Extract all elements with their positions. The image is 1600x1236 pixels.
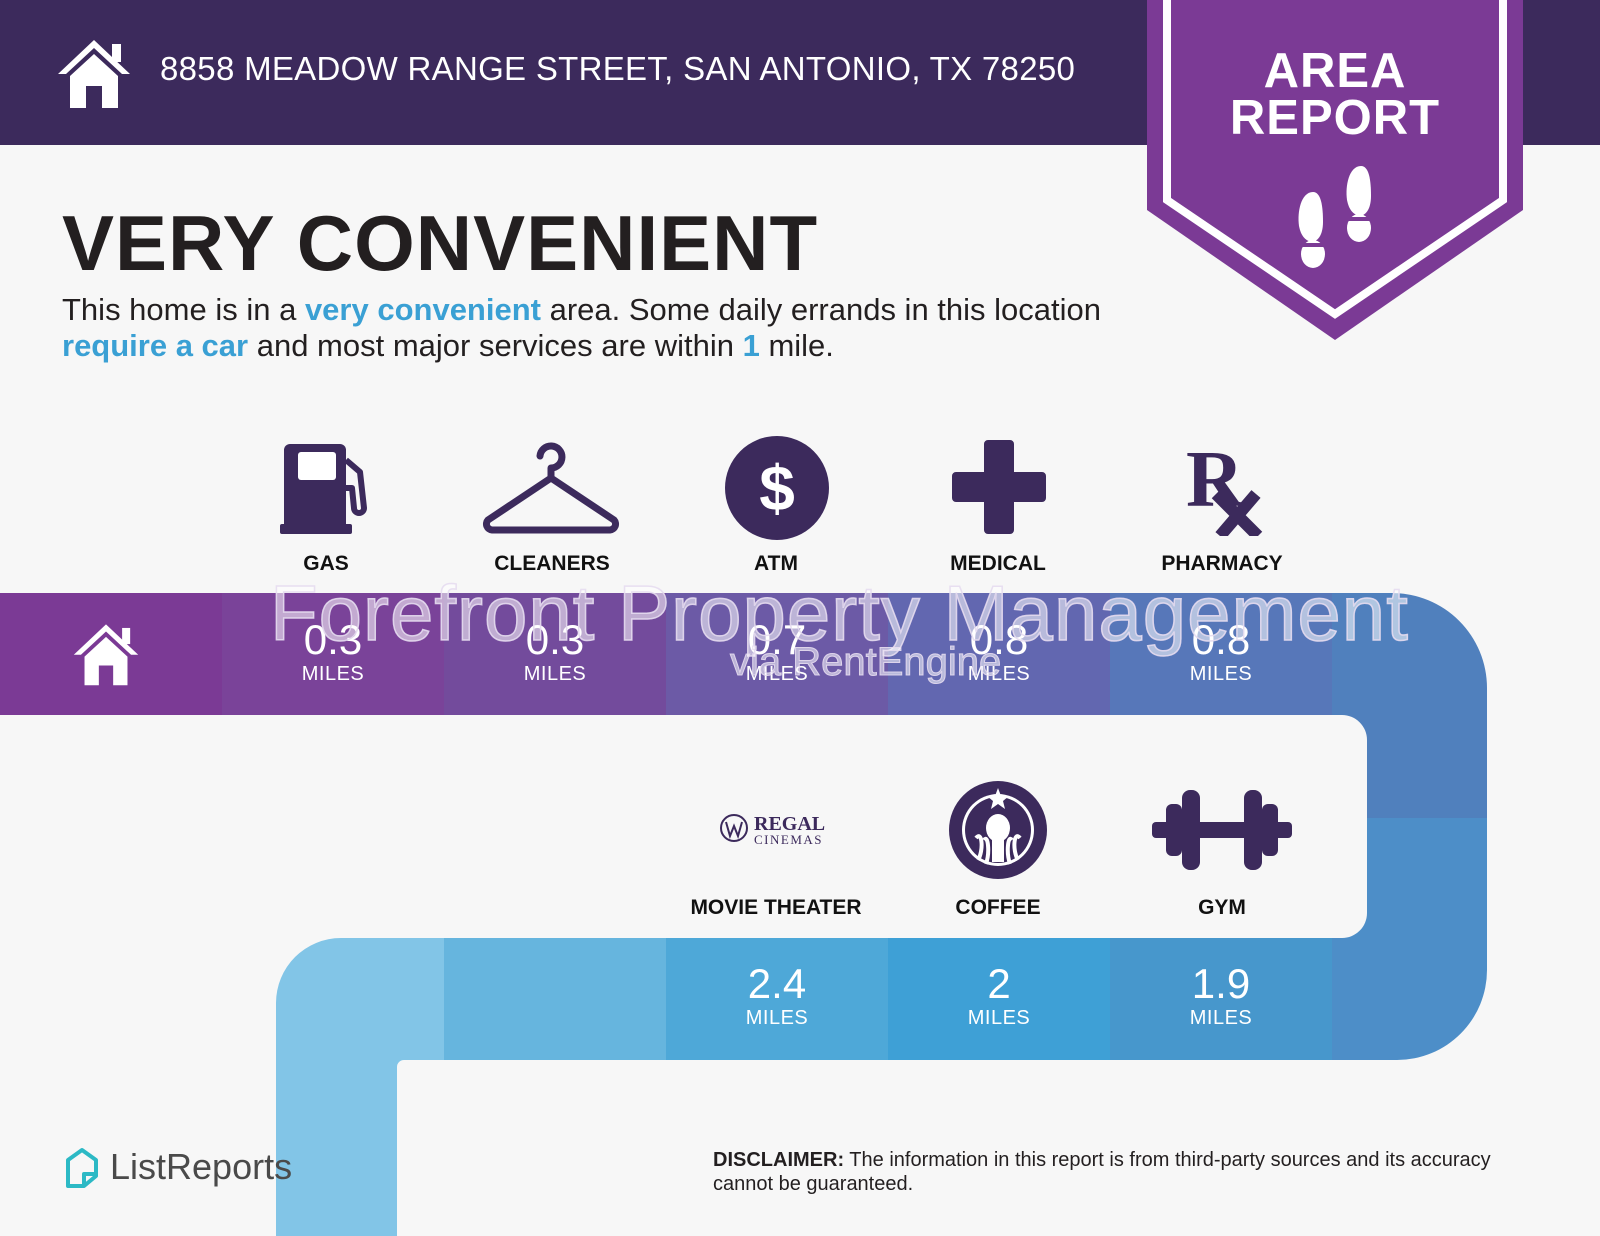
cinemas-logo-text: CINEMAS: [754, 832, 823, 847]
disclaimer: DISCLAIMER: The information in this repo…: [713, 1148, 1553, 1196]
dollar-icon: $: [725, 436, 829, 540]
cleaners-distance-unit: MILES: [523, 663, 587, 685]
dumbbell-icon: [1152, 790, 1292, 870]
movie-theater-distance-value: 2.4: [747, 960, 807, 1007]
medical-distance-unit: MILES: [967, 663, 1031, 685]
gas-distance-unit: MILES: [301, 663, 365, 685]
atm-label: ATM: [754, 552, 798, 575]
medical-distance: 0.8 MILES: [888, 618, 1110, 686]
gym-distance-value: 1.9: [1191, 960, 1251, 1007]
watermark-line-2: via RentEngine: [729, 640, 1002, 685]
desc-text-4: mile.: [759, 328, 834, 363]
disclaimer-label: DISCLAIMER:: [713, 1149, 845, 1171]
svg-text:$: $: [759, 452, 795, 524]
desc-highlight-3: 1: [742, 328, 760, 363]
gas-pump-icon: [280, 444, 367, 534]
movie-theater-distance: 2.4 MILES: [666, 962, 888, 1030]
medical-label: MEDICAL: [950, 552, 1046, 575]
desc-highlight-2: require a car: [62, 328, 249, 363]
coffee-distance: 2 MILES: [888, 962, 1110, 1030]
gym-distance: 1.9 MILES: [1110, 962, 1332, 1030]
gas-label: GAS: [303, 552, 349, 575]
gas-distance-value: 0.3: [303, 616, 363, 663]
area-report-banner: [1147, 0, 1523, 340]
desc-highlight-1: very convenient: [304, 292, 541, 327]
atm-distance: 0.7 MILES: [666, 618, 888, 686]
atm-distance-unit: MILES: [745, 663, 809, 685]
coffee-label: COFFEE: [955, 896, 1041, 919]
atm-distance-value: 0.7: [747, 616, 807, 663]
movie-theater-label: MOVIE THEATER: [690, 896, 862, 919]
listreports-logo-icon: [66, 1148, 98, 1188]
convenience-description: This home is in a very convenient area. …: [62, 292, 1142, 364]
convenience-headline: VERY CONVENIENT: [62, 199, 819, 287]
property-address: 8858 MEADOW RANGE STREET, SAN ANTONIO, T…: [160, 50, 1076, 87]
gas-distance: 0.3 MILES: [222, 618, 444, 686]
pharmacy-distance: 0.8 MILES: [1110, 618, 1332, 686]
banner-line-1: AREA: [1263, 44, 1407, 98]
medical-cross-icon: [952, 440, 1046, 534]
cleaners-distance-value: 0.3: [525, 616, 585, 663]
coffee-distance-unit: MILES: [967, 1007, 1031, 1029]
listreports-brand: ListReports: [62, 1146, 292, 1188]
banner-title: AREA REPORT: [1147, 44, 1523, 145]
rx-icon: R: [1186, 440, 1263, 536]
pharmacy-label: PHARMACY: [1161, 552, 1283, 575]
hanger-icon: [482, 442, 620, 534]
home-icon: [58, 40, 130, 108]
gym-label: GYM: [1198, 896, 1246, 919]
coffee-distance-value: 2: [987, 960, 1011, 1007]
banner-line-2: REPORT: [1229, 91, 1441, 145]
desc-text-2: area. Some daily errands in this locatio…: [540, 292, 1101, 327]
home-start-icon: [73, 624, 139, 686]
regal-cinemas-logo: REGAL CINEMAS: [720, 813, 825, 847]
pharmacy-distance-unit: MILES: [1189, 663, 1253, 685]
cleaners-distance: 0.3 MILES: [444, 618, 666, 686]
desc-text-3: and most major services are within: [248, 328, 743, 363]
movie-theater-distance-unit: MILES: [745, 1007, 809, 1029]
disclaimer-text: The information in this report is from t…: [713, 1149, 1491, 1195]
regal-logo-text: REGAL: [754, 813, 825, 835]
cleaners-label: CLEANERS: [494, 552, 610, 575]
desc-text-1: This home is in a: [62, 292, 305, 327]
pharmacy-distance-value: 0.8: [1191, 616, 1251, 663]
footprints-icon: [1298, 166, 1373, 268]
listreports-name: ListReports: [110, 1146, 293, 1187]
watermark-line-1: Forefront Property Management: [269, 568, 1409, 658]
medical-distance-value: 0.8: [969, 616, 1029, 663]
starbucks-logo: [949, 781, 1047, 879]
gym-distance-unit: MILES: [1189, 1007, 1253, 1029]
